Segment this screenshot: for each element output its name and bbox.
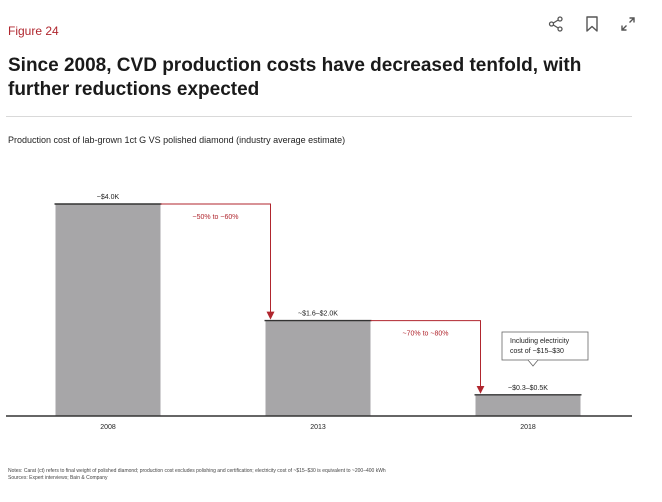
- figure-label: Figure 24: [8, 24, 59, 38]
- callout-box: [501, 331, 589, 361]
- callout-text: Including electricity: [510, 338, 570, 345]
- share-icon[interactable]: [546, 14, 566, 34]
- sources-text: Sources: Expert interviews; Bain & Compa…: [8, 475, 108, 481]
- notes-text: Notes: Carat (ct) refers to final weight…: [8, 468, 386, 474]
- bookmark-icon[interactable]: [582, 14, 602, 34]
- chart-headline: Since 2008, CVD production costs have de…: [8, 55, 582, 100]
- bar-2013: [265, 320, 371, 416]
- expand-icon[interactable]: [618, 14, 638, 34]
- x-tick-label: 2013: [310, 424, 326, 431]
- reduction-label: ~70% to ~80%: [403, 331, 449, 338]
- x-tick-label: 2008: [100, 424, 116, 431]
- reduction-arrow: [370, 320, 485, 394]
- value-label: ~$4.0K: [97, 194, 120, 201]
- value-label: ~$0.3–$0.5K: [508, 385, 548, 392]
- callout-pointer: [527, 359, 539, 367]
- chart-notes: Notes: Carat (ct) refers to final weight…: [8, 468, 386, 482]
- callout-text: cost of ~$15–$30: [510, 348, 564, 355]
- value-label: ~$1.6–$2.0K: [298, 311, 338, 318]
- bar-2018: [475, 394, 581, 416]
- toolbar: [546, 14, 638, 34]
- bar-2008: [55, 204, 161, 416]
- reduction-arrow: [160, 203, 275, 320]
- divider: [6, 116, 632, 117]
- reduction-label: ~50% to ~60%: [193, 214, 239, 221]
- bar-chart: ~$4.0K ~$1.6–$2.0K ~$0.3–$0.5K ~50% to ~60…: [6, 194, 632, 431]
- x-tick-label: 2018: [520, 424, 536, 431]
- chart-subtitle: Production cost of lab-grown 1ct G VS po…: [8, 135, 346, 145]
